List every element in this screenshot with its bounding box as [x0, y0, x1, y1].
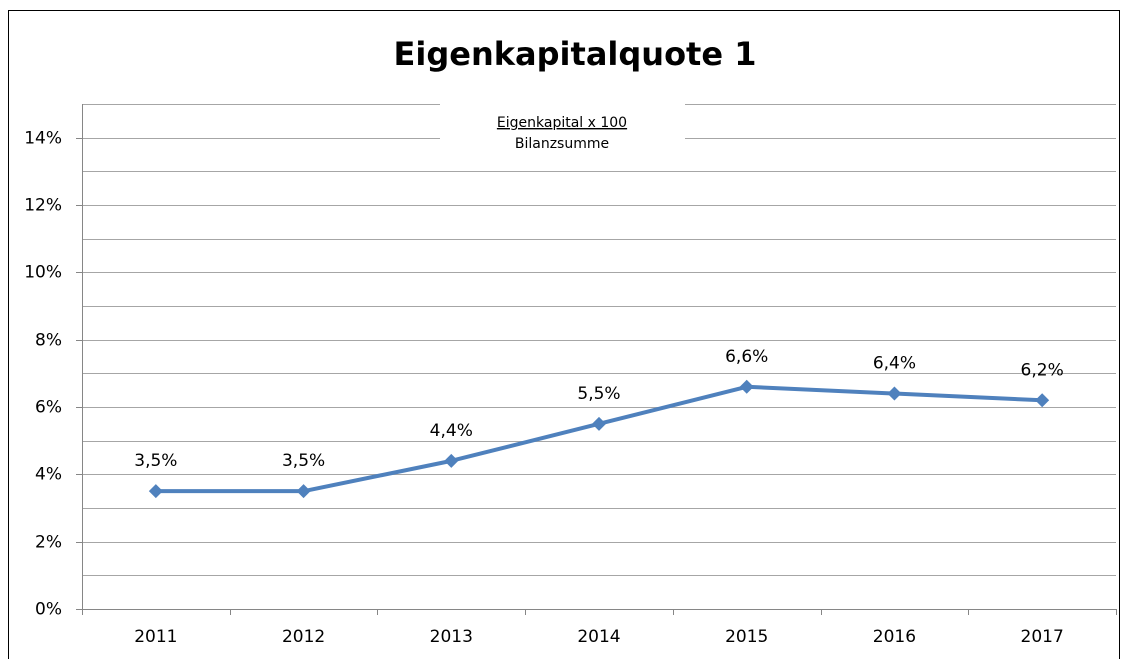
y-tick-label: 14% — [24, 129, 62, 149]
y-tick-label: 8% — [35, 331, 62, 351]
data-label: 4,4% — [430, 421, 473, 441]
marker — [1035, 393, 1050, 408]
x-tick-label: 2014 — [577, 627, 620, 647]
chart-title: Eigenkapitalquote 1 — [394, 35, 757, 73]
marker — [296, 484, 311, 499]
x-tick-label: 2012 — [282, 627, 325, 647]
data-label: 6,6% — [725, 347, 768, 367]
marker — [148, 484, 163, 499]
y-tick-label: 4% — [35, 465, 62, 485]
data-label: 6,2% — [1021, 360, 1064, 380]
x-tick-label: 2016 — [873, 627, 916, 647]
data-label: 3,5% — [134, 451, 177, 471]
marker — [739, 379, 754, 394]
marker — [887, 386, 902, 401]
y-tick-label: 12% — [24, 196, 62, 216]
y-tick-label: 0% — [35, 600, 62, 620]
x-tick-label: 2017 — [1021, 627, 1064, 647]
y-tick-label: 2% — [35, 533, 62, 553]
y-tick-label: 6% — [35, 398, 62, 418]
x-tick-label: 2011 — [134, 627, 177, 647]
marker — [444, 453, 459, 468]
annotation-box — [440, 100, 685, 162]
marker — [592, 416, 606, 431]
x-tick-label: 2015 — [725, 627, 768, 647]
x-tick-label: 2013 — [430, 627, 473, 647]
data-label: 5,5% — [577, 384, 620, 404]
data-label: 6,4% — [873, 354, 916, 374]
annotation-numerator: Eigenkapital x 100 — [497, 115, 627, 131]
data-label: 3,5% — [282, 451, 325, 471]
annotation-denominator: Bilanzsumme — [515, 136, 609, 152]
y-tick-label: 10% — [24, 263, 62, 283]
